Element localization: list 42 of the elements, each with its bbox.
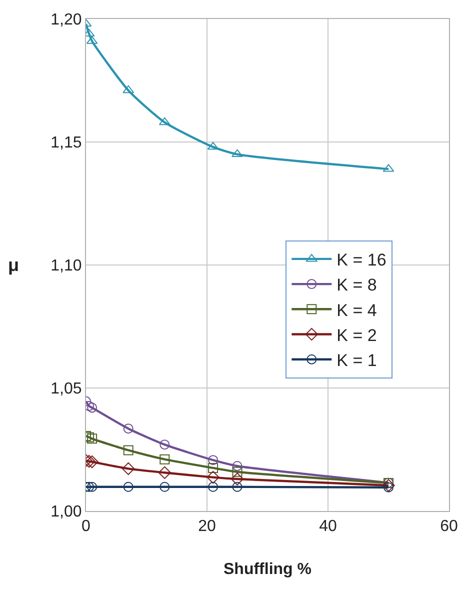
point (87, 482, 98, 492)
point (208, 462, 218, 473)
legend-label: K = 16 (336, 250, 386, 270)
point (384, 482, 394, 492)
point (208, 455, 218, 466)
point (158, 117, 170, 126)
x-tick-label: 20 (198, 518, 216, 536)
point (123, 424, 134, 434)
point (207, 142, 219, 150)
point (232, 482, 242, 492)
x-tick-label: 60 (440, 518, 458, 536)
x-axis-title: Shuffling % (224, 560, 312, 578)
y-tick-label: 1,05 (50, 380, 82, 398)
point (230, 472, 244, 486)
legend-label: K = 2 (336, 326, 377, 345)
point (232, 466, 242, 477)
y-axis-title: μ (8, 255, 20, 275)
y-tick-label: 1,10 (50, 258, 82, 275)
point (208, 482, 218, 492)
legend-label: K = 4 (336, 300, 377, 320)
point (122, 462, 135, 476)
y-tick-label: 1,00 (50, 504, 82, 521)
legend-label: K = 8 (336, 276, 377, 295)
point (160, 454, 170, 464)
point (158, 466, 171, 479)
x-tick-label: 40 (319, 518, 337, 536)
point (232, 149, 243, 158)
point (87, 402, 98, 413)
point (206, 470, 220, 484)
point (160, 440, 170, 450)
point (123, 445, 134, 456)
point (87, 434, 98, 444)
y-tick-label: 1,15 (50, 134, 82, 152)
point (123, 482, 134, 492)
y-tick-label: 1,20 (50, 12, 82, 29)
x-tick-label: 0 (82, 518, 91, 536)
point (382, 479, 395, 492)
legend-label: K = 1 (336, 350, 377, 370)
point (160, 482, 170, 492)
point (86, 455, 98, 468)
point (122, 85, 134, 94)
point (232, 460, 242, 471)
